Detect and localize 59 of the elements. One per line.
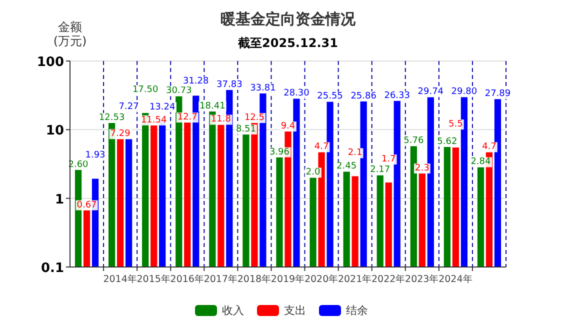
y-tick-label: 10 (46, 124, 64, 139)
x-tick-label: 2015年 (136, 273, 171, 285)
data-label: 9.4 (280, 122, 296, 132)
data-label: 4.7 (482, 142, 496, 152)
legend-label: 收入 (222, 304, 244, 317)
x-tick-label: 2014年 (103, 273, 138, 285)
data-label: 29.74 (418, 87, 444, 98)
data-label: 37.83 (216, 80, 242, 90)
data-label: 2.84 (470, 157, 492, 168)
data-label: 30.73 (166, 86, 192, 96)
data-label: 33.81 (250, 83, 276, 94)
chart-subtitle: 截至2025.12.31 (237, 36, 338, 50)
legend-label: 结余 (346, 304, 368, 317)
data-label: 5.76 (404, 136, 424, 146)
data-label: 7.29 (110, 129, 131, 140)
y-tick-label: 0.1 (40, 261, 64, 276)
data-label: 1.7 (381, 154, 396, 165)
x-tick-label: 2021年 (338, 273, 372, 285)
data-label: 2.3 (414, 163, 430, 174)
y-tick-label: 100 (36, 55, 64, 70)
data-label: 27.89 (484, 89, 511, 100)
data-label: 25.55 (317, 92, 343, 102)
data-label: 26.33 (384, 90, 410, 101)
data-label: 12.7 (177, 112, 198, 123)
x-tick-label: 2023年 (405, 273, 440, 285)
x-tick-label: 2018年 (237, 273, 272, 285)
data-label: 12.53 (98, 112, 125, 123)
x-tick-label: 2016年 (170, 273, 204, 285)
x-tick-label: 2019年 (270, 273, 306, 285)
data-label: 29.80 (451, 87, 478, 98)
data-label: 2.45 (336, 162, 357, 172)
data-label: 5.62 (437, 136, 458, 147)
x-tick-label: 2024年 (438, 273, 473, 285)
data-label: 17.50 (132, 84, 159, 95)
data-label: 11.54 (140, 115, 167, 126)
data-label: 11.8 (210, 114, 232, 125)
data-label: 2.0 (306, 168, 320, 178)
data-label: 2.1 (348, 148, 362, 158)
data-label: 8.51 (236, 124, 256, 134)
legend-label: 支出 (284, 304, 306, 317)
data-label: 12.5 (244, 113, 264, 124)
data-label: 0.67 (76, 200, 97, 210)
data-label: 31.28 (183, 76, 210, 87)
chart-title: 暖基金定向资金情况 (220, 10, 356, 28)
data-label: 25.86 (350, 91, 377, 102)
data-label: 5.5 (448, 119, 463, 130)
y-tick-label: 1 (54, 192, 64, 208)
data-label: 2.17 (370, 165, 390, 176)
data-label: 3.96 (269, 147, 290, 158)
data-label: 28.30 (284, 88, 310, 99)
data-label: 13.24 (149, 102, 176, 112)
x-tick-label: 2022年 (372, 273, 406, 285)
x-tick-label: 2017年 (204, 273, 238, 285)
y-axis-title: 金额 (万元) (53, 20, 87, 48)
x-tick-label: 2020年 (304, 273, 339, 285)
data-label: 18.41 (200, 101, 226, 112)
data-label: 4.7 (314, 142, 329, 152)
data-label: 7.27 (118, 102, 139, 112)
data-label: 1.93 (85, 150, 106, 161)
